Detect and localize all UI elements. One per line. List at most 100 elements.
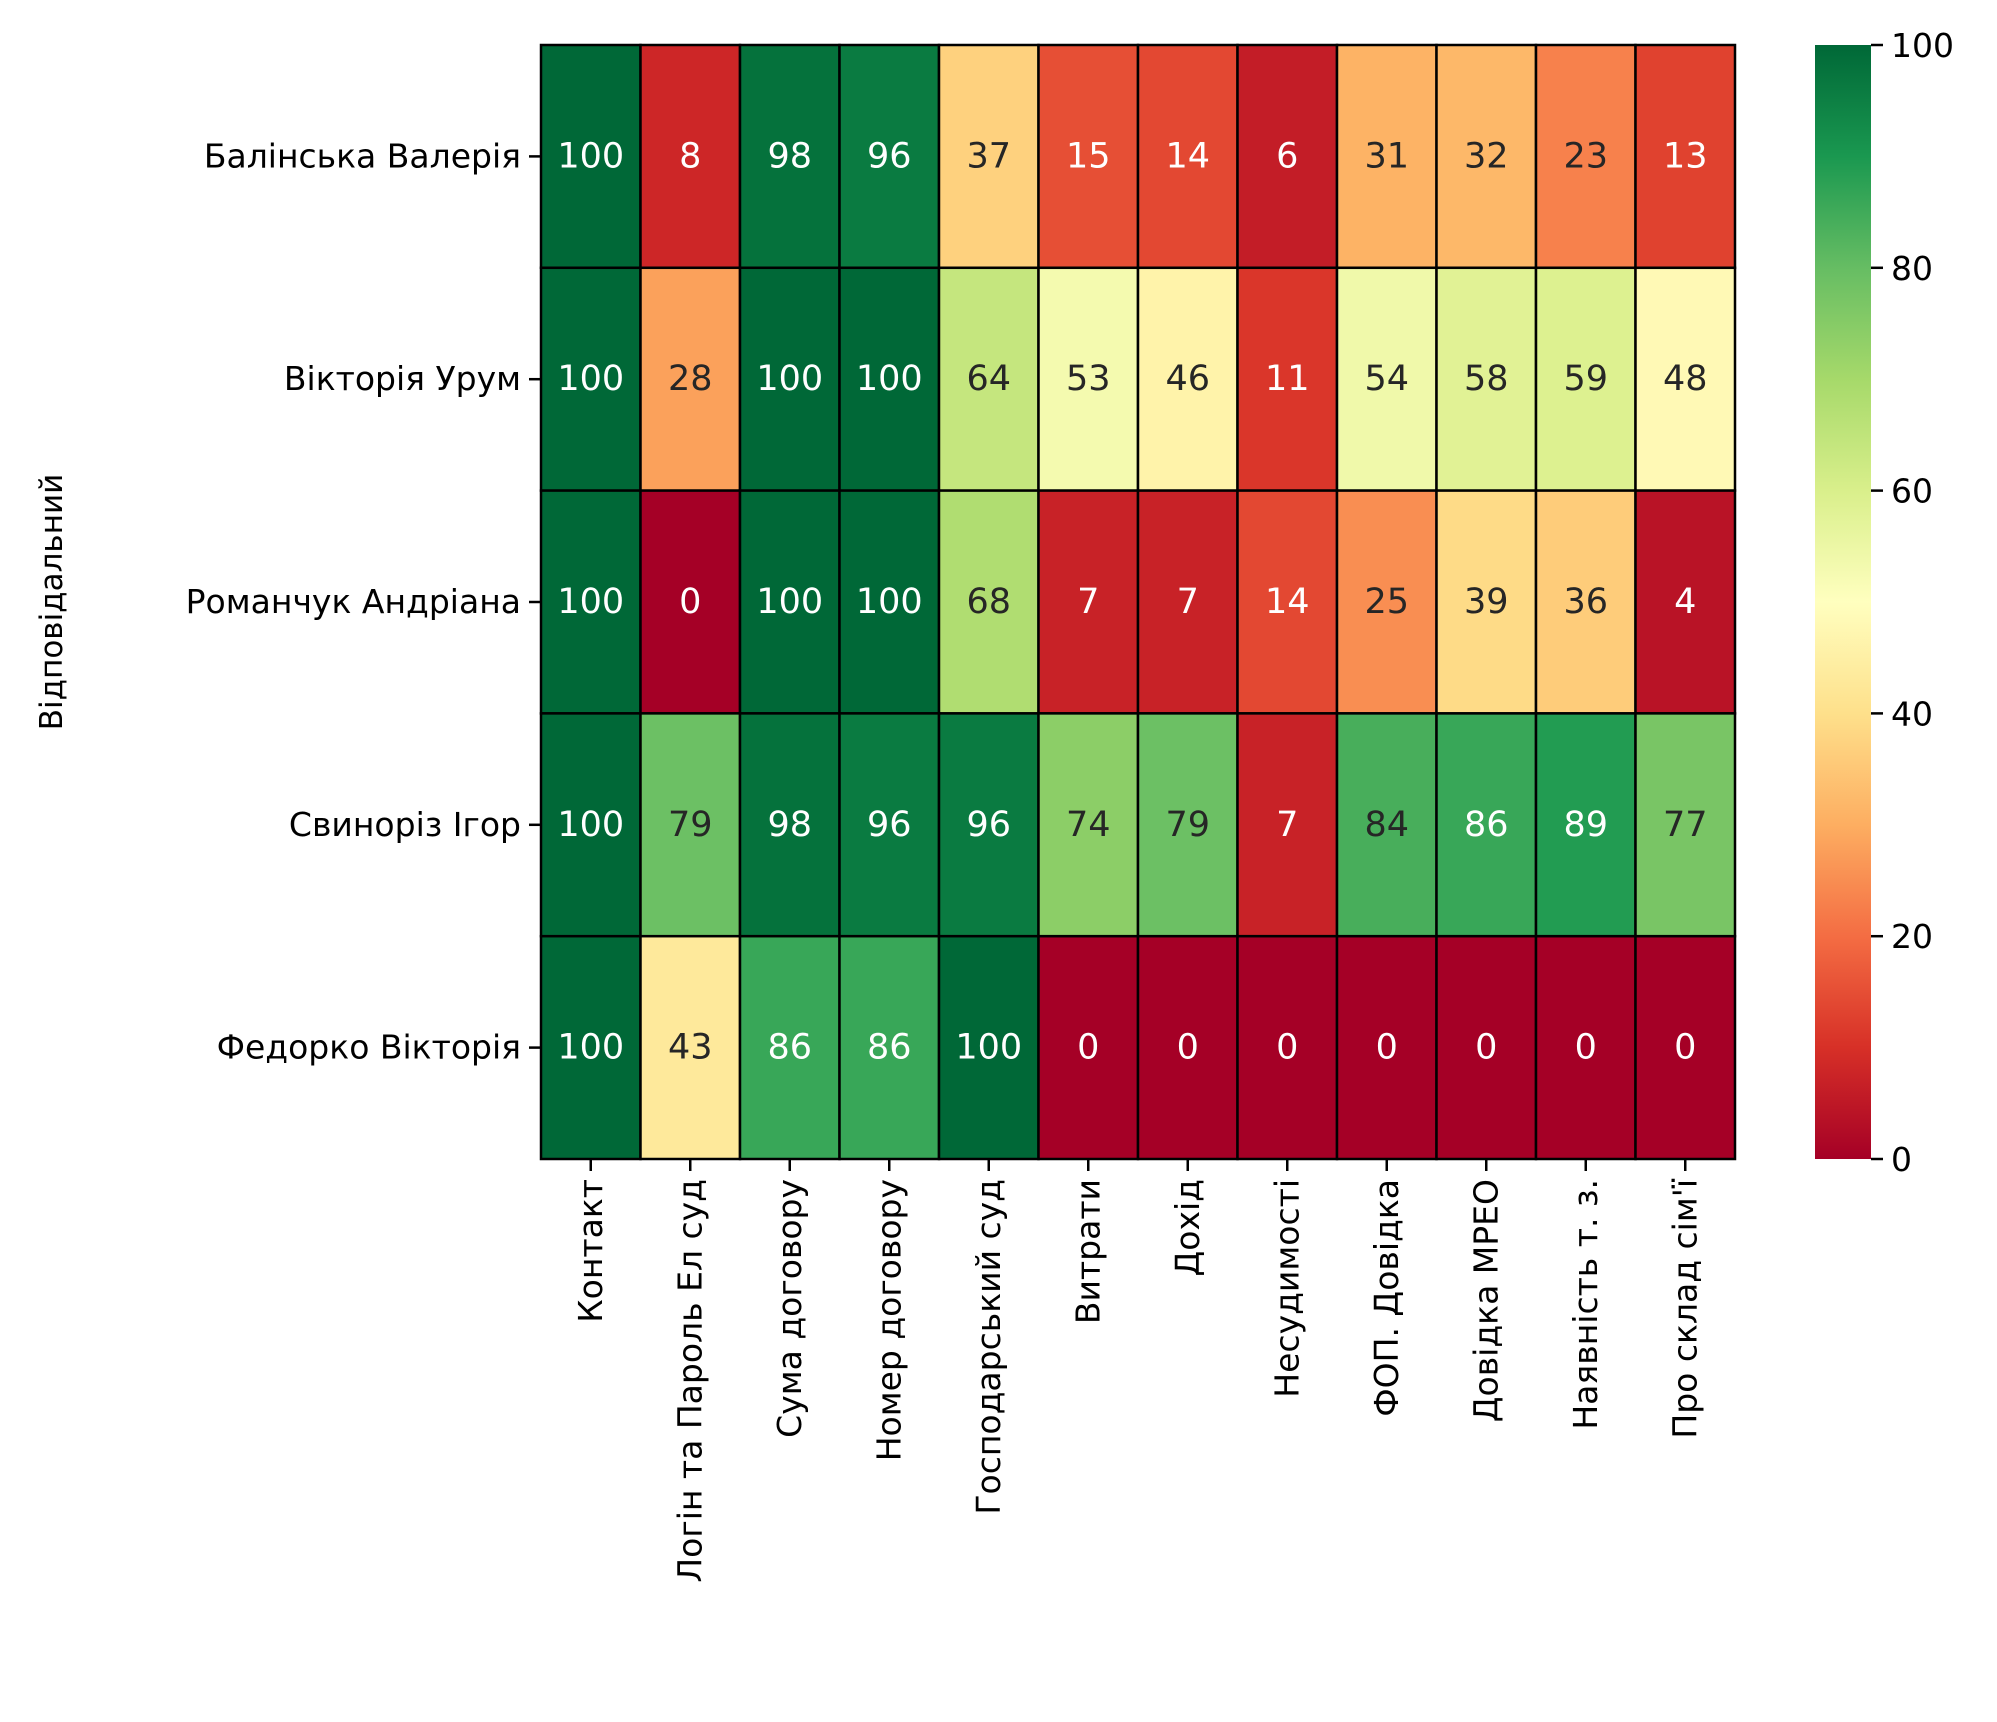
heatmap-cell [539,43,642,270]
cell-value-label: 8 [679,136,701,176]
column-label: Дохід [1168,1179,1207,1277]
column-labels: Контакт Логін та Пароль Ел суд Сума догово… [571,1159,1704,1583]
heatmap-cell [738,43,841,270]
cell-value-label: 89 [1563,805,1608,845]
heatmap-cell [937,489,1040,715]
cell-value-label: 0 [679,582,701,622]
row-labels: Балінська Валерія Вікторія Урум Романчук А… [186,136,541,1067]
cell-value-label: 100 [756,582,823,622]
colorbar-tick-label: 20 [1891,917,1933,956]
heatmap-cell [1435,266,1538,492]
heatmap-cell [1037,43,1140,270]
cell-value-label: 96 [867,805,912,845]
cell-value-label: 46 [1165,359,1210,399]
heatmap-cell [1236,43,1339,270]
heatmap-cell [1634,489,1737,715]
cell-value-label: 7 [1276,805,1298,845]
colorbar-tick-label: 0 [1891,1140,1912,1179]
cell-value-label: 11 [1265,359,1310,399]
cell-value-label: 100 [756,359,823,399]
cell-value-label: 37 [966,136,1011,176]
cell-value-label: 23 [1563,136,1608,176]
cell-value-label: 86 [867,1028,912,1068]
column-label: Номер договору [869,1179,908,1461]
heatmap-cell [1136,266,1239,492]
heatmap-cell [1037,712,1140,938]
cell-value-label: 58 [1464,359,1509,399]
cell-value-label: 0 [1475,1028,1497,1068]
heatmap-cell [738,712,841,938]
cell-value-label: 32 [1464,136,1509,176]
column-label: ФОП. Довідка [1367,1179,1406,1417]
cell-value-label: 13 [1663,136,1708,176]
cell-value-label: 4 [1674,582,1696,622]
cell-value-label: 7 [1077,582,1099,622]
row-label: Вікторія Урум [284,359,521,398]
cell-value-label: 86 [1464,805,1509,845]
cell-value-label: 0 [1077,1028,1099,1068]
row-label: Балінська Валерія [204,136,521,175]
heatmap-cell [1037,934,1140,1161]
heatmap-cell [1634,712,1737,938]
cell-value-label: 84 [1364,805,1409,845]
heatmap-cell [1435,43,1538,270]
cell-value-label: 31 [1364,136,1409,176]
colorbar [1815,45,1871,1159]
cell-value-label: 54 [1364,359,1409,399]
cell-value-label: 7 [1177,582,1199,622]
cell-value-label: 53 [1066,359,1111,399]
heatmap-cell [838,266,941,492]
heatmap-cell [838,489,941,715]
colorbar-tick-label: 60 [1891,472,1933,511]
column-label: Контакт [571,1179,610,1323]
cell-value-label: 64 [966,359,1011,399]
colorbar-ticks: 0 20 40 60 80 100 [1871,26,1954,1179]
heatmap-cell [1136,934,1239,1161]
cell-value-label: 15 [1066,136,1111,176]
cell-value-label: 98 [767,136,812,176]
cell-value-label: 59 [1563,359,1608,399]
column-label: Про склад сім'ї [1665,1178,1704,1438]
cell-value-label: 100 [955,1028,1022,1068]
cell-value-label: 74 [1066,805,1111,845]
colorbar-tick-label: 100 [1891,26,1954,65]
heatmap-cell [838,712,941,938]
heatmap-cell [539,934,642,1161]
heatmap-cell [937,934,1040,1161]
cell-value-label: 86 [767,1028,812,1068]
heatmap-cell [738,489,841,715]
cell-value-label: 68 [966,582,1011,622]
heatmap-cell [639,266,742,492]
column-label: Довідка МРЕО [1466,1179,1505,1422]
column-label: Господарський суд [969,1179,1008,1515]
heatmap-cell [1534,712,1637,938]
column-label: Наявність т. з. [1566,1179,1605,1430]
heatmap-cell [1534,266,1637,492]
cell-value-label: 98 [767,805,812,845]
cell-value-label: 100 [856,582,923,622]
cell-value-label: 100 [557,359,624,399]
heatmap-cell [1136,712,1239,938]
cell-value-label: 0 [1674,1028,1696,1068]
cell-value-label: 100 [557,1028,624,1068]
cell-value-label: 79 [668,805,713,845]
cell-value-label: 77 [1663,805,1708,845]
cell-value-label: 96 [966,805,1011,845]
heatmap-cell [1435,712,1538,938]
heatmap-cell [1236,934,1339,1161]
heatmap-cell [539,489,642,715]
cell-value-label: 79 [1165,805,1210,845]
heatmap-cell [1634,266,1737,492]
heatmap-cell [937,266,1040,492]
row-label: Федорко Вікторія [217,1028,521,1067]
heatmap-cell [1634,43,1737,270]
cell-value-label: 100 [856,359,923,399]
cell-value-label: 0 [1376,1028,1398,1068]
cell-value-label: 100 [557,805,624,845]
cell-value-label: 100 [557,136,624,176]
cell-value-label: 48 [1663,359,1708,399]
heatmap-cell [639,43,742,270]
cell-value-label: 14 [1165,136,1210,176]
heatmap-cell [539,712,642,938]
